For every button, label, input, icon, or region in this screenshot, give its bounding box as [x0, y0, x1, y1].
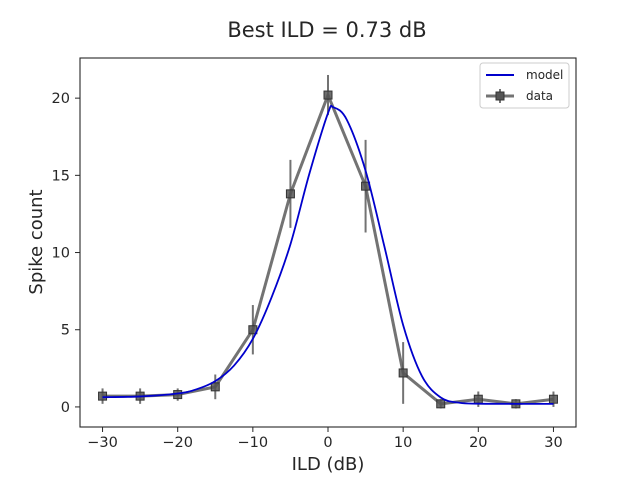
plot-area	[98, 74, 558, 409]
data-point	[323, 90, 333, 100]
model-series	[102, 104, 554, 405]
data-point	[548, 394, 558, 404]
data-point	[473, 394, 483, 404]
legend: model data	[479, 62, 570, 109]
data-line	[102, 93, 554, 406]
y-tick-label: 15	[52, 168, 70, 184]
legend-data-label: data	[526, 89, 553, 103]
x-tick-label: 30	[544, 435, 562, 451]
model-line	[102, 104, 554, 405]
x-axis: −30 −20 −10 0 10 20 30	[87, 427, 563, 451]
x-tick-label: −10	[238, 435, 269, 451]
x-tick-label: −20	[162, 435, 193, 451]
y-tick-label: 5	[61, 323, 70, 339]
y-tick-label: 20	[52, 91, 70, 107]
legend-data-marker	[495, 91, 505, 101]
x-tick-label: 0	[323, 435, 332, 451]
y-tick-label: 10	[52, 246, 70, 262]
data-point	[285, 189, 295, 199]
data-point	[398, 368, 408, 378]
y-axis: 0 5 10 15 20	[52, 91, 80, 416]
x-axis-label: ILD (dB)	[292, 454, 365, 475]
y-tick-label: 0	[61, 400, 70, 416]
x-tick-label: 10	[394, 435, 412, 451]
data-point	[210, 382, 220, 392]
x-tick-label: −30	[87, 435, 118, 451]
data-point	[436, 399, 446, 409]
data-point	[98, 391, 108, 401]
x-tick-label: 20	[469, 435, 487, 451]
legend-model-label: model	[526, 68, 563, 82]
y-axis-label: Spike count	[26, 189, 47, 294]
data-series	[98, 74, 558, 409]
chart-title: Best ILD = 0.73 dB	[227, 18, 426, 42]
